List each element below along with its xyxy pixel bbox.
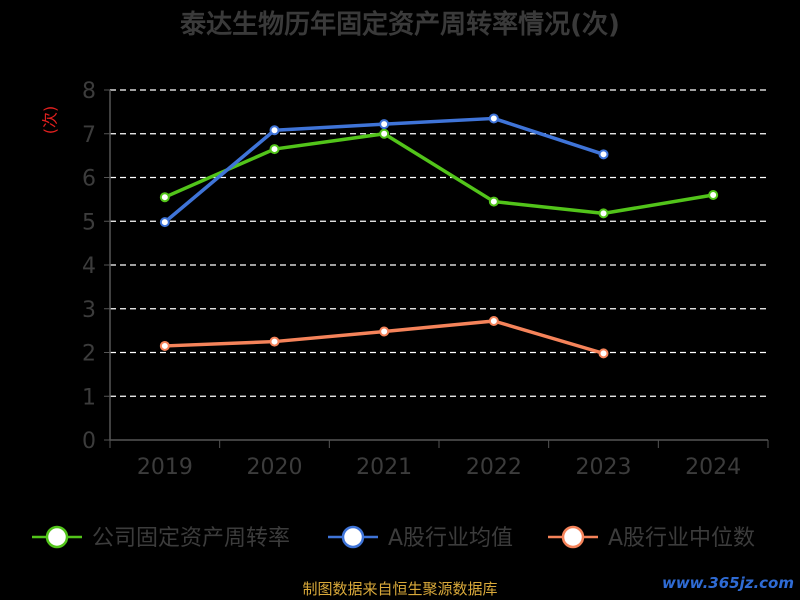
- x-tick-label-2023: 2023: [576, 455, 632, 480]
- data-point-s1-2023: [598, 149, 609, 160]
- data-point-s2-2020: [269, 336, 280, 347]
- chart-title: 泰达生物历年固定资产周转率情况(次): [180, 10, 620, 40]
- legend-marker-0: [45, 525, 69, 549]
- data-point-s1-2020: [269, 125, 280, 136]
- source-note: 制图数据来自恒生聚源数据库: [302, 580, 498, 598]
- data-point-s0-2019: [159, 192, 170, 203]
- data-point-s1-2019: [159, 217, 170, 228]
- data-point-s0-2020: [269, 144, 280, 155]
- data-point-s0-2023: [598, 208, 609, 219]
- y-tick-label-4: 4: [82, 254, 96, 279]
- data-point-s0-2022: [488, 196, 499, 207]
- legend-label-2: A股行业中位数: [608, 526, 755, 551]
- series-line-0: [164, 132, 714, 216]
- y-tick-label-3: 3: [82, 298, 96, 323]
- x-tick-label-2021: 2021: [356, 455, 412, 480]
- y-tick-label-1: 1: [82, 385, 96, 410]
- data-point-s2-2023: [598, 348, 609, 359]
- y-tick-label-0: 0: [82, 429, 96, 454]
- y-tick-label-5: 5: [82, 210, 96, 235]
- series-line-2: [164, 319, 604, 356]
- y-tick-label-7: 7: [82, 123, 96, 148]
- x-tick-label-2020: 2020: [247, 455, 303, 480]
- data-point-s1-2021: [379, 119, 390, 130]
- x-tick-label-2019: 2019: [137, 455, 193, 480]
- y-tick-label-8: 8: [82, 79, 96, 104]
- data-point-s2-2019: [159, 340, 170, 351]
- data-point-s2-2021: [379, 326, 390, 337]
- data-point-s0-2024: [708, 190, 719, 200]
- legend-label-0: 公司固定资产周转率: [92, 526, 290, 551]
- x-tick-label-2022: 2022: [466, 455, 522, 480]
- data-point-s0-2021: [379, 128, 390, 139]
- watermark: www.365jz.com: [661, 574, 794, 592]
- y-tick-label-6: 6: [82, 167, 96, 192]
- y-tick-label-2: 2: [82, 342, 96, 367]
- legend-label-1: A股行业均值: [388, 526, 513, 551]
- legend-marker-2: [561, 525, 585, 549]
- data-point-s1-2022: [488, 113, 499, 124]
- x-tick-label-2024: 2024: [685, 455, 741, 480]
- legend-marker-1: [341, 525, 365, 549]
- data-point-s2-2022: [488, 316, 499, 326]
